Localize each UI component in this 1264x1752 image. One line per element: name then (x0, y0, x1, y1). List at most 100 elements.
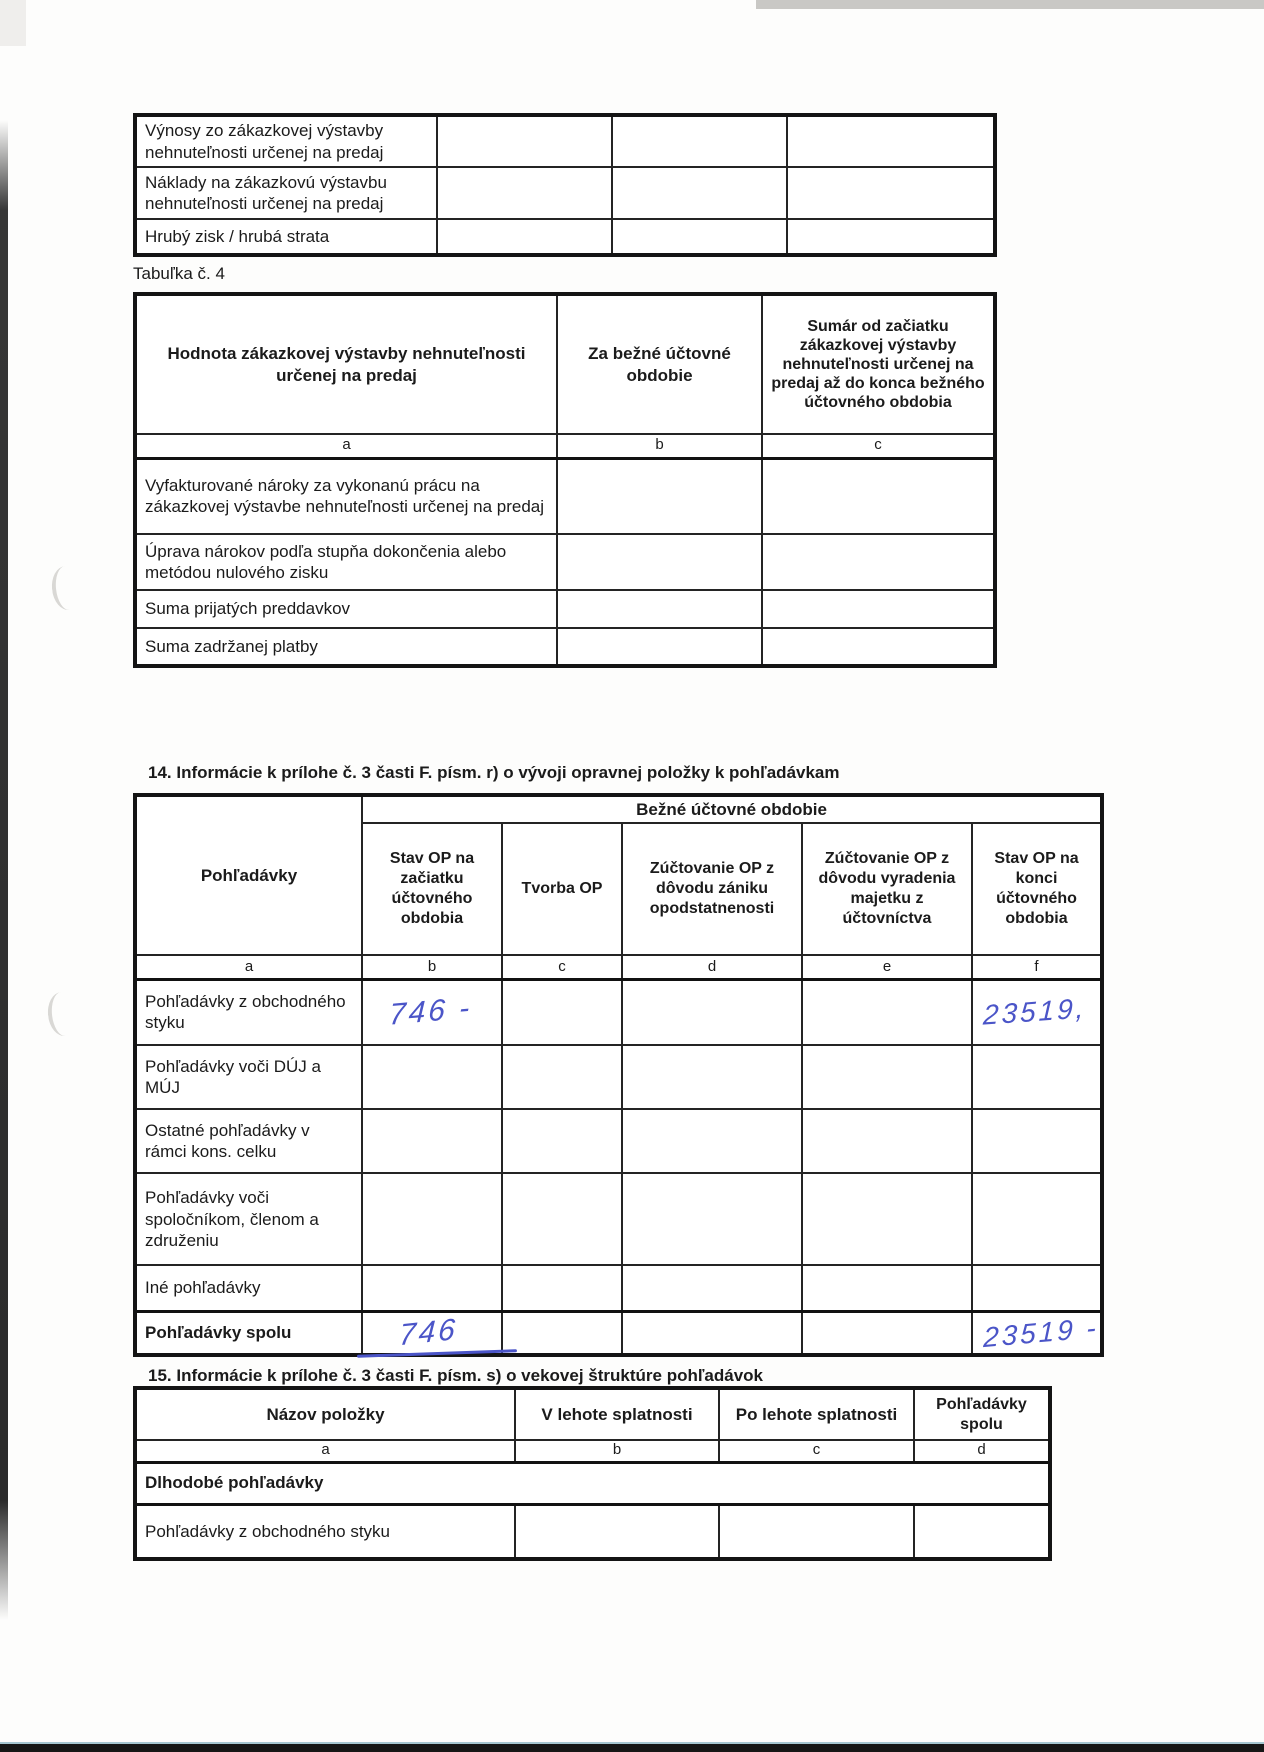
empty-cell (436, 218, 613, 256)
empty-cell (970, 1172, 1104, 1267)
col-header-receivables: Pohľadávky (134, 793, 363, 957)
header-row: Hodnota zákazkovej výstavby nehnuteľnost… (134, 293, 996, 435)
empty-cell (501, 1172, 623, 1267)
empty-cell (361, 1264, 503, 1313)
empty-cell (718, 1503, 915, 1560)
letter-cell: b (361, 954, 503, 981)
letter-cell: a (134, 1439, 516, 1464)
letter-cell: a (134, 954, 363, 981)
empty-cell (801, 1044, 973, 1111)
empty-cell (436, 114, 613, 168)
empty-cell (801, 1264, 973, 1313)
value-cell: 23519 - (970, 1309, 1104, 1357)
col-header-c: Po lehote splatnosti (718, 1387, 915, 1441)
scan-edge-bottom-fringe (0, 1742, 1264, 1744)
empty-cell (556, 533, 763, 591)
row-label: Ostatné pohľadávky v rámci kons. celku (134, 1108, 363, 1175)
empty-cell (611, 218, 788, 256)
col-header-b: V lehote splatnosti (514, 1387, 720, 1441)
empty-cell (514, 1503, 720, 1560)
handwritten-value: 746 (398, 1312, 460, 1353)
letter-cell: e (801, 954, 973, 981)
empty-cell (801, 1309, 973, 1357)
col-header-a: Názov položky (134, 1387, 516, 1441)
empty-cell (556, 627, 763, 667)
empty-cell (611, 166, 788, 220)
table-row: Pohľadávky voči DÚJ a MÚJ (134, 1044, 1104, 1111)
empty-cell (556, 457, 763, 535)
empty-cell (913, 1503, 1051, 1560)
row-label: Hrubý zisk / hrubá strata (134, 218, 438, 256)
row-label: Suma prijatých preddavkov (134, 589, 558, 629)
col-header-c: Tvorba OP (501, 822, 623, 957)
scan-smudge (45, 990, 81, 1038)
table-row: Hrubý zisk / hrubá strata (134, 218, 996, 256)
empty-cell (621, 1264, 803, 1313)
letter-cell: c (761, 433, 996, 460)
col-header-f: Stav OP na konci účtovného obdobia (970, 822, 1104, 957)
empty-cell (801, 978, 973, 1047)
col-header-b: Stav OP na začiatku účtovného obdobia (361, 822, 503, 957)
empty-cell (621, 1108, 803, 1175)
value-cell: 23519, (970, 978, 1104, 1047)
letter-cell: d (621, 954, 803, 981)
empty-cell (611, 114, 788, 168)
col-header-e: Zúčtovanie OP z dôvodu vyradenia majetku… (801, 822, 973, 957)
empty-cell (621, 1044, 803, 1111)
empty-cell (970, 1264, 1104, 1313)
empty-cell (501, 1309, 623, 1357)
section14-title: 14. Informácie k prílohe č. 3 časti F. p… (148, 763, 840, 782)
empty-cell (501, 1264, 623, 1313)
table-row: Pohľadávky z obchodného styku 746 - 2351… (134, 978, 1104, 1047)
header-row: Názov položky V lehote splatnosti Po leh… (134, 1387, 1051, 1441)
letter-cell: d (913, 1439, 1051, 1464)
empty-cell (761, 627, 996, 667)
table-14: Pohľadávky Bežné účtovné obdobie Stav OP… (133, 793, 1105, 1358)
empty-cell (970, 1044, 1104, 1111)
empty-cell (761, 589, 996, 629)
table-row: Suma zadržanej platby (134, 627, 996, 667)
table-row: Suma prijatých preddavkov (134, 589, 996, 629)
group-row: Dlhodobé pohľadávky (134, 1461, 1051, 1506)
scan-edge-bottom (0, 1744, 1264, 1752)
empty-cell (786, 114, 996, 168)
group-header: Bežné účtovné obdobie (360, 793, 1104, 825)
empty-cell (761, 533, 996, 591)
col-header-d: Zúčtovanie OP z dôvodu zániku opodstatne… (621, 822, 803, 957)
empty-cell (436, 166, 613, 220)
group-header-row: Pohľadávky Bežné účtovné obdobie (134, 793, 1104, 957)
empty-cell (621, 1309, 803, 1357)
col-header-c: Sumár od začiatku zákazkovej výstavby ne… (761, 293, 996, 435)
table-4: Hodnota zákazkovej výstavby nehnuteľnost… (133, 292, 997, 668)
row-label: Pohľadávky z obchodného styku (134, 1503, 516, 1560)
scan-edge-left (0, 120, 8, 1620)
letter-cell: b (514, 1439, 720, 1464)
row-label: Náklady na zákazkovú výstavbu nehnuteľno… (134, 166, 438, 220)
ink-stroke (356, 1349, 518, 1358)
row-label: Pohľadávky voči spoločníkom, členom a zd… (134, 1172, 363, 1267)
empty-cell (361, 1108, 503, 1175)
table-row-total: Pohľadávky spolu 746 23519 - (134, 1309, 1104, 1358)
letter-row: a b c d (134, 1439, 1051, 1464)
col-header-a: Hodnota zákazkovej výstavby nehnuteľnost… (134, 293, 558, 435)
row-label: Vyfakturované nároky za vykonanú prácu n… (134, 457, 558, 535)
empty-cell (501, 978, 623, 1047)
value-cell: 746 (356, 1309, 518, 1358)
table-row: Vyfakturované nároky za vykonanú prácu n… (134, 457, 996, 535)
table-row: Pohľadávky voči spoločníkom, členom a zd… (134, 1172, 1104, 1267)
table-row: Ostatné pohľadávky v rámci kons. celku (134, 1108, 1104, 1175)
col-header-d: Pohľadávky spolu (913, 1387, 1051, 1441)
table-row: Pohľadávky z obchodného styku (134, 1503, 1051, 1560)
row-label: Iné pohľadávky (134, 1264, 363, 1313)
subheader-row: Stav OP na začiatku účtovného obdobia Tv… (135, 822, 1104, 957)
empty-cell (801, 1108, 973, 1175)
letter-cell: c (501, 954, 623, 981)
empty-cell (786, 218, 996, 256)
row-label: Pohľadávky voči DÚJ a MÚJ (134, 1044, 363, 1111)
table-row: Náklady na zákazkovú výstavbu nehnuteľno… (134, 166, 996, 220)
table-row: Úprava nárokov podľa stupňa dokončenia a… (134, 533, 996, 591)
table-15: Názov položky V lehote splatnosti Po leh… (133, 1386, 1052, 1561)
empty-cell (361, 1044, 503, 1111)
value-cell: 746 - (361, 978, 503, 1047)
